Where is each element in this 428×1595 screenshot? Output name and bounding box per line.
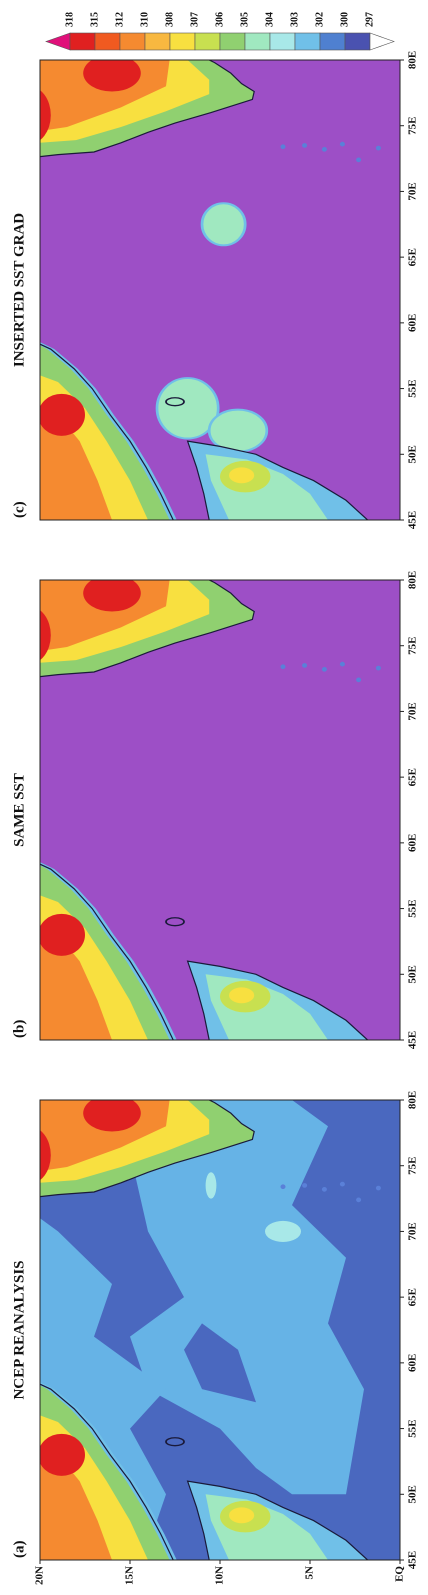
y-tick-label: EQ: [394, 1566, 406, 1582]
colorbar-label: 318: [64, 12, 75, 27]
colorbar-label: 303: [289, 12, 300, 27]
x-tick-label: 45E: [407, 1551, 419, 1569]
x-tick-label: 50E: [407, 965, 419, 983]
panel-label: (a): [11, 1541, 27, 1559]
colorbar-label: 307: [189, 12, 200, 27]
y-tick-label: 10N: [214, 1566, 226, 1585]
map-panel: [40, 1099, 400, 1560]
x-tick-label: 80E: [407, 571, 419, 589]
panel-label: (b): [11, 1020, 27, 1038]
panel-title: SAME SST: [11, 773, 27, 847]
x-tick-label: 70E: [407, 182, 419, 200]
x-tick-label: 45E: [407, 1031, 419, 1049]
x-tick-label: 55E: [407, 1419, 419, 1437]
panel-frame: [39, 579, 401, 1041]
map-panel: [40, 59, 400, 520]
x-tick-label: 70E: [407, 1222, 419, 1240]
colorbar-box: [244, 32, 271, 51]
colorbar-extend-low: [369, 32, 395, 51]
y-tick-label: 20N: [34, 1566, 46, 1585]
x-tick-label: 65E: [407, 248, 419, 266]
x-tick-label: 70E: [407, 702, 419, 720]
colorbar-box: [269, 32, 296, 51]
x-tick-label: 60E: [407, 314, 419, 332]
colorbar-box: [69, 32, 96, 51]
panel-label: (c): [11, 501, 27, 518]
colorbar-box: [144, 32, 171, 51]
colorbar-label: 308: [164, 12, 175, 27]
colorbar-label: 312: [114, 12, 125, 27]
x-tick-label: 75E: [407, 117, 419, 135]
colorbar-box: [119, 32, 146, 51]
colorbar-extend-high: [45, 32, 71, 51]
y-tick-label: 5N: [304, 1566, 316, 1580]
colorbar-label: 305: [239, 12, 250, 27]
colorbar-label: 297: [364, 12, 375, 27]
panel-title: INSERTED SST GRAD: [11, 213, 27, 367]
x-tick-label: 65E: [407, 768, 419, 786]
x-tick-label: 80E: [407, 1091, 419, 1109]
colorbar-label: 300: [339, 12, 350, 27]
x-tick-label: 75E: [407, 1157, 419, 1175]
colorbar-box: [169, 32, 196, 51]
colorbar-label: 315: [89, 12, 100, 27]
x-tick-label: 55E: [407, 379, 419, 397]
colorbar-box: [219, 32, 246, 51]
colorbar-label: 310: [139, 12, 150, 27]
panel-frame: [39, 59, 401, 521]
map-panel: [40, 579, 400, 1040]
x-tick-label: 60E: [407, 1354, 419, 1372]
x-tick-label: 60E: [407, 834, 419, 852]
x-tick-label: 50E: [407, 445, 419, 463]
colorbar-box: [194, 32, 221, 51]
x-tick-label: 50E: [407, 1485, 419, 1503]
panel-title: NCEP REANALYSIS: [11, 1260, 27, 1399]
colorbar-box: [344, 32, 371, 51]
x-tick-label: 65E: [407, 1288, 419, 1306]
colorbar-label: 302: [314, 12, 325, 27]
colorbar-box: [94, 32, 121, 51]
colorbar-box: [319, 32, 346, 51]
x-tick-label: 75E: [407, 637, 419, 655]
x-tick-label: 45E: [407, 511, 419, 529]
x-tick-label: 55E: [407, 899, 419, 917]
colorbar-label: 304: [264, 12, 275, 27]
colorbar-box: [294, 32, 321, 51]
y-tick-label: 15N: [124, 1566, 136, 1585]
colorbar-label: 306: [214, 12, 225, 27]
x-tick-label: 80E: [407, 51, 419, 69]
